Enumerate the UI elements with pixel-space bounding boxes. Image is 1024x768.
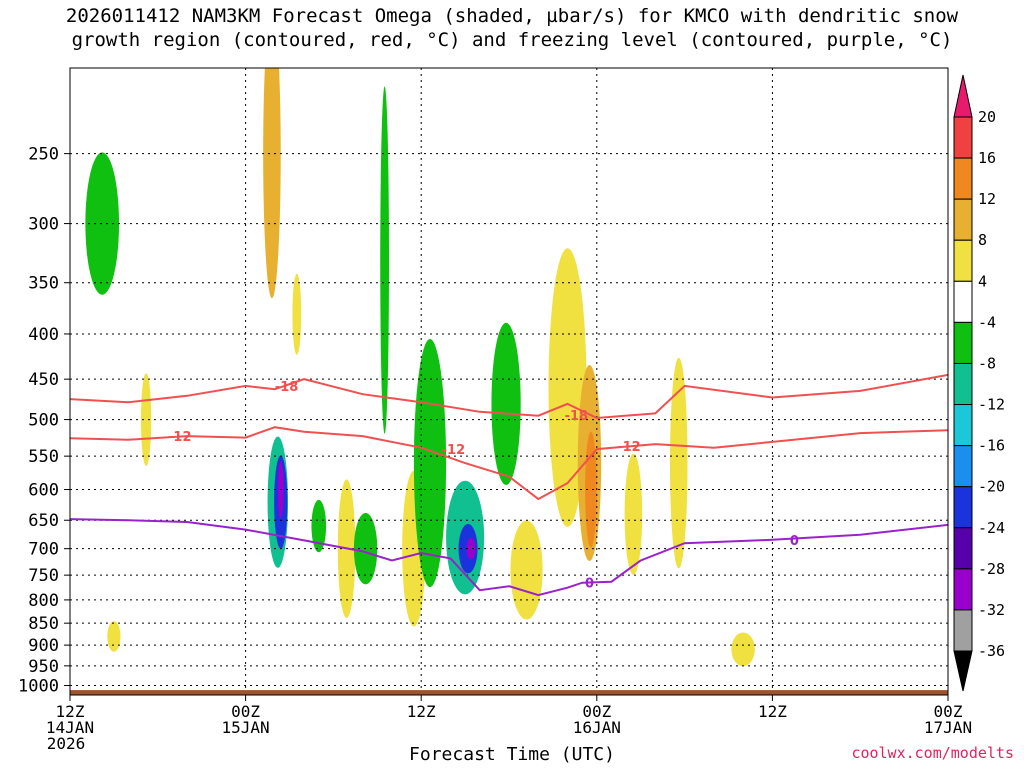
omega-shaded-cell: [466, 537, 476, 560]
colorbar-label: -28: [978, 560, 1005, 578]
contour-line: [70, 426, 948, 501]
colorbar-label: -12: [978, 396, 1005, 414]
contour-label: -18: [275, 380, 299, 395]
colorbar-label: -16: [978, 437, 1005, 455]
contour-line: [70, 518, 948, 597]
y-tick-label: 300: [28, 215, 59, 235]
omega-shaded-cell: [510, 520, 543, 620]
colorbar-swatch: [953, 609, 973, 652]
omega-shaded-cell: [548, 248, 587, 527]
contour-label: -12: [168, 430, 192, 445]
y-tick-label: 900: [28, 636, 59, 656]
colorbar-swatch: [953, 527, 973, 570]
colorbar-swatch: [953, 116, 973, 159]
y-tick-label: 250: [28, 145, 59, 165]
colorbar-swatch: [953, 280, 973, 323]
y-tick-label: 550: [28, 447, 59, 467]
x-tick-label: 00Z: [582, 702, 611, 721]
y-tick-label: 350: [28, 274, 59, 294]
colorbar-swatch: [953, 321, 973, 364]
contour-line: [70, 373, 948, 420]
omega-shaded-cell: [624, 453, 643, 575]
y-tick-label: 1000: [18, 677, 59, 697]
y-tick-label: 450: [28, 370, 59, 390]
omega-shaded-cell: [491, 322, 521, 486]
colorbar-min-triangle: [953, 650, 973, 692]
omega-shaded-cell: [413, 339, 447, 588]
x-tick-label: 17JAN: [924, 718, 972, 737]
omega-shaded-cell: [140, 373, 152, 466]
plot-frame: [69, 67, 949, 696]
colorbar-max-triangle: [953, 74, 973, 118]
y-tick-label: 850: [28, 614, 59, 634]
omega-shaded-cell: [669, 357, 688, 569]
colorbar-swatch: [953, 362, 973, 406]
title-line-1: 2026011412 NAM3KM Forecast Omega (shaded…: [65, 5, 959, 27]
omega-shaded-cell: [311, 499, 327, 553]
y-tick-label: 500: [28, 411, 59, 431]
x-tick-label: 12Z: [407, 702, 436, 721]
x-tick-label: 2026: [47, 734, 86, 753]
colorbar-label: -32: [978, 601, 1005, 619]
colorbar-swatch: [953, 486, 973, 529]
colorbar-swatch: [953, 404, 973, 447]
contour-label: 0: [585, 577, 594, 592]
x-tick-label: 16JAN: [573, 718, 621, 737]
omega-shaded-cell: [380, 86, 390, 434]
contour-label: 0: [790, 534, 799, 549]
colorbar-swatch: [953, 157, 973, 200]
colorbar-label: -4: [978, 313, 996, 331]
colorbar-swatch: [953, 198, 973, 241]
y-tick-label: 800: [28, 591, 59, 611]
colorbar-label: -36: [978, 642, 1005, 660]
colorbar-label: 16: [978, 149, 996, 167]
x-tick-label: 15JAN: [222, 718, 270, 737]
x-tick-label: 14JAN: [46, 718, 94, 737]
x-axis-label: Forecast Time (UTC): [409, 744, 615, 765]
y-tick-label: 400: [28, 325, 59, 345]
omega-shaded-cell: [85, 152, 120, 295]
terrain-ground: [70, 690, 948, 695]
omega-shaded-cell: [107, 621, 121, 652]
colorbar-label: -24: [978, 519, 1005, 537]
title-line-2: growth region (contoured, red, °C) and f…: [71, 29, 953, 51]
contour-label: -12: [442, 443, 466, 458]
y-tick-label: 650: [28, 511, 59, 531]
contour-label: -12: [617, 440, 641, 455]
chart-title: 2026011412 NAM3KM Forecast Omega (shaded…: [0, 4, 1024, 52]
x-tick-label: 12Z: [56, 702, 85, 721]
y-tick-label: 700: [28, 540, 59, 560]
colorbar-swatch: [953, 445, 973, 488]
colorbar-swatch: [953, 568, 973, 611]
colorbar-swatch: [953, 239, 973, 282]
contour-label: -18: [565, 409, 589, 424]
x-tick-label: 00Z: [934, 702, 963, 721]
omega-shaded-cell: [263, 68, 281, 299]
y-tick-label: 600: [28, 481, 59, 501]
colorbar-label: 12: [978, 190, 996, 208]
x-tick-label: 00Z: [231, 702, 260, 721]
x-tick-label: 12Z: [758, 702, 787, 721]
colorbar-label: -20: [978, 478, 1005, 496]
y-tick-label: 950: [28, 657, 59, 677]
omega-shaded-cell: [292, 273, 302, 355]
colorbar-label: 20: [978, 108, 996, 126]
credit-text: coolwx.com/modelts: [851, 744, 1014, 762]
colorbar-label: 8: [978, 231, 987, 249]
colorbar-label: -8: [978, 354, 996, 372]
colorbar-label: 4: [978, 272, 987, 290]
y-tick-label: 750: [28, 566, 59, 586]
omega-shaded-cell: [731, 632, 755, 667]
